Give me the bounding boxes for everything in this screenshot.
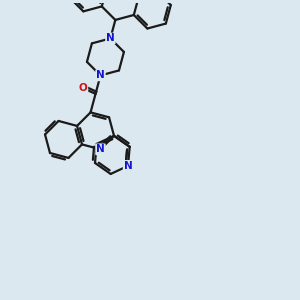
Text: N: N [106, 33, 115, 43]
Text: N: N [96, 70, 105, 80]
Text: N: N [124, 161, 132, 171]
Text: N: N [96, 144, 105, 154]
Text: O: O [79, 83, 87, 93]
